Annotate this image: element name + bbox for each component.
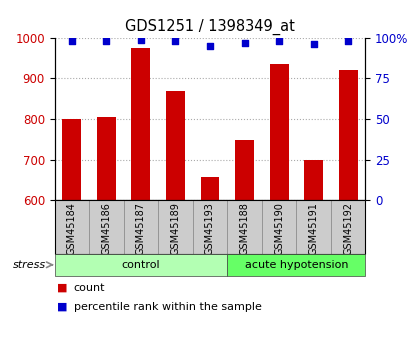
Point (345, 38, 352, 44)
Bar (131, 48, 150, 200)
Text: ■: ■ (57, 283, 67, 293)
Bar (331, 200, 365, 254)
Text: GSM45193: GSM45193 (205, 202, 215, 255)
Bar (158, 200, 193, 254)
Point (103, 38, 110, 44)
Point (68, 38, 75, 44)
Bar (89, 200, 123, 254)
Point (241, 40, 248, 46)
Text: control: control (122, 260, 160, 270)
Text: acute hypotension: acute hypotension (244, 260, 348, 270)
Text: GSM45184: GSM45184 (67, 202, 77, 255)
Text: GSM45188: GSM45188 (239, 202, 249, 255)
Text: stress: stress (13, 260, 46, 270)
Point (276, 38, 282, 44)
Bar (297, 200, 331, 254)
Bar (262, 200, 297, 254)
Bar (97, 117, 116, 200)
Point (310, 42, 317, 47)
Text: GSM45186: GSM45186 (101, 202, 111, 255)
Bar (235, 140, 254, 200)
Text: GSM45191: GSM45191 (309, 202, 319, 255)
Bar (270, 64, 289, 200)
Text: ■: ■ (57, 302, 67, 312)
Point (172, 38, 179, 44)
Point (138, 37, 144, 42)
Bar (227, 200, 262, 254)
Bar (200, 177, 220, 200)
Bar (304, 159, 323, 200)
Point (207, 43, 213, 49)
Bar (123, 200, 158, 254)
Text: percentile rank within the sample: percentile rank within the sample (74, 302, 261, 312)
Bar (63, 119, 81, 200)
Text: GDS1251 / 1398349_at: GDS1251 / 1398349_at (125, 19, 295, 35)
Text: GSM45190: GSM45190 (274, 202, 284, 255)
Text: GSM45187: GSM45187 (136, 202, 146, 255)
Bar (339, 70, 357, 200)
Bar (193, 200, 227, 254)
Bar (55, 254, 227, 276)
Bar (166, 91, 185, 200)
Text: GSM45192: GSM45192 (343, 202, 353, 255)
Text: count: count (74, 283, 105, 293)
Bar (227, 254, 365, 276)
Bar (55, 200, 89, 254)
Text: GSM45189: GSM45189 (171, 202, 181, 255)
